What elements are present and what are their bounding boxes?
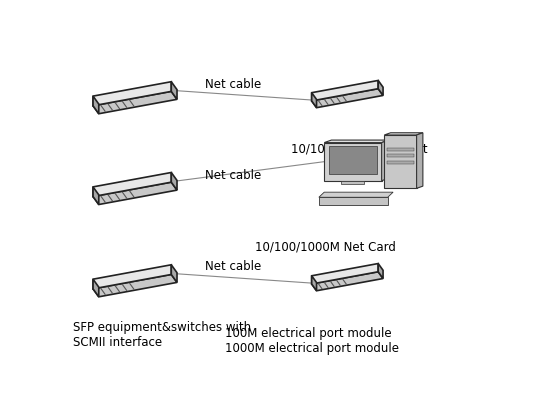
Polygon shape — [319, 197, 388, 205]
Polygon shape — [384, 135, 417, 188]
Polygon shape — [93, 182, 177, 204]
Polygon shape — [312, 89, 383, 108]
Polygon shape — [93, 265, 171, 289]
Polygon shape — [312, 264, 378, 284]
Polygon shape — [319, 192, 393, 197]
Text: 10/100/1000M Net Card: 10/100/1000M Net Card — [255, 241, 396, 254]
Polygon shape — [312, 93, 316, 108]
Polygon shape — [171, 82, 177, 99]
Text: 10/100/1000M Net Port: 10/100/1000M Net Port — [291, 143, 428, 156]
Polygon shape — [387, 148, 414, 151]
Polygon shape — [93, 279, 99, 297]
Polygon shape — [387, 154, 414, 157]
Polygon shape — [93, 92, 177, 114]
Polygon shape — [93, 187, 99, 204]
Polygon shape — [382, 140, 389, 181]
Text: Net cable: Net cable — [205, 78, 261, 91]
Polygon shape — [93, 274, 177, 297]
Polygon shape — [342, 181, 364, 184]
Polygon shape — [384, 133, 423, 135]
Polygon shape — [387, 160, 414, 164]
Polygon shape — [312, 276, 316, 291]
Polygon shape — [378, 264, 383, 279]
Text: 100M electrical port module
1000M electrical port module: 100M electrical port module 1000M electr… — [225, 327, 399, 355]
Polygon shape — [93, 82, 171, 106]
Polygon shape — [378, 81, 383, 95]
Text: SFP equipment&switches with
SCMII interface: SFP equipment&switches with SCMII interf… — [73, 321, 251, 349]
Polygon shape — [417, 133, 423, 188]
Polygon shape — [171, 173, 177, 190]
Polygon shape — [324, 140, 389, 143]
Polygon shape — [312, 272, 383, 291]
Text: Net cable: Net cable — [205, 260, 261, 273]
Polygon shape — [93, 173, 171, 196]
Polygon shape — [171, 265, 177, 283]
Polygon shape — [312, 81, 378, 101]
Polygon shape — [329, 146, 377, 174]
Polygon shape — [324, 143, 382, 181]
Polygon shape — [93, 96, 99, 114]
Text: Net cable: Net cable — [205, 169, 261, 182]
